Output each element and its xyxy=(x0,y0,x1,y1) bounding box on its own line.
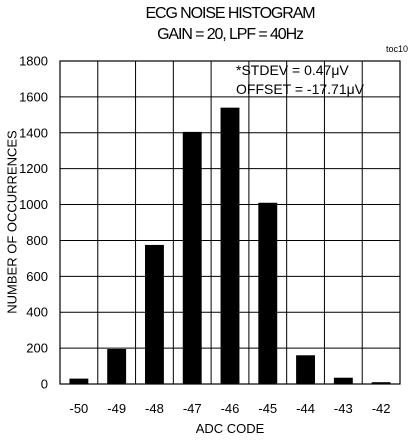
chart-subtitle: GAIN = 20, LPF = 40Hz xyxy=(157,26,304,43)
bars xyxy=(69,107,391,385)
annotation-stdev: *STDEV = 0.47μV xyxy=(236,62,349,78)
x-tick-label: -49 xyxy=(107,401,126,416)
histogram-bar xyxy=(333,377,353,384)
plot-frame xyxy=(59,60,401,385)
x-tick-label: -48 xyxy=(145,401,164,416)
y-tick-label: 1800 xyxy=(19,54,48,69)
figure-code: toc10 xyxy=(385,44,408,54)
histogram-bar xyxy=(182,131,202,384)
x-tick-label: -50 xyxy=(69,401,88,416)
x-tick-label: -42 xyxy=(372,401,391,416)
x-tick-label: -44 xyxy=(296,401,315,416)
histogram-bar xyxy=(107,349,127,384)
y-tick-label: 600 xyxy=(26,269,48,284)
x-tick-label: -47 xyxy=(183,401,202,416)
y-tick-label: 400 xyxy=(26,305,48,320)
histogram-bar xyxy=(258,202,278,384)
y-tick-label: 1400 xyxy=(19,125,48,140)
histogram-bar xyxy=(371,382,391,384)
y-tick-label: 1200 xyxy=(19,161,48,176)
y-tick-label: 0 xyxy=(41,377,48,392)
x-tick-label: -46 xyxy=(221,401,240,416)
annotation-offset: OFFSET = -17.71μV xyxy=(236,81,365,97)
y-tick-label: 200 xyxy=(26,341,48,356)
x-axis-label: ADC CODE xyxy=(195,421,265,436)
tick-labels: -50 -49 -48 -47 -46 -45 -44 -43 -42 0 200 400 600 800… xyxy=(19,54,390,417)
x-tick-label: -45 xyxy=(258,401,277,416)
histogram-bar xyxy=(220,107,240,385)
y-axis-label: NUMBER OF OCCURRENCES xyxy=(4,130,20,314)
histogram-bar xyxy=(296,355,315,384)
histogram-bar xyxy=(145,244,164,384)
histogram-bar xyxy=(69,378,89,384)
y-tick-label: 1000 xyxy=(19,197,48,212)
x-tick-label: -43 xyxy=(334,401,353,416)
y-tick-label: 800 xyxy=(26,233,48,248)
y-tick-label: 1600 xyxy=(19,89,48,104)
chart-title: ECG NOISE HISTOGRAM xyxy=(145,5,315,22)
